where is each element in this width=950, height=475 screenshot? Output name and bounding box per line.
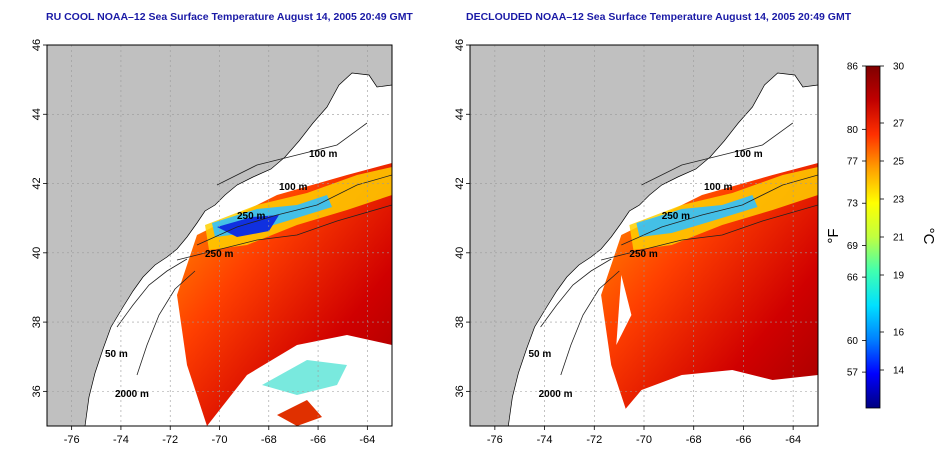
lat-tick-label: 42 xyxy=(454,177,466,189)
lat-tick-label: 36 xyxy=(31,385,43,397)
celsius-axis-label: °C xyxy=(920,228,937,245)
bathymetry-contour xyxy=(540,258,612,328)
celsius-tick-label: 19 xyxy=(893,271,905,282)
celsius-tick-label: 27 xyxy=(893,119,905,130)
contour-label: 2000 m xyxy=(539,389,573,400)
bathymetry-contour xyxy=(560,270,620,376)
cloud-mask xyxy=(611,370,818,426)
lon-tick-label: -64 xyxy=(785,434,801,446)
lat-tick-label: 38 xyxy=(454,316,466,328)
fahrenheit-tick-label: 60 xyxy=(847,336,859,347)
lat-tick-label: 46 xyxy=(31,39,43,51)
lon-tick-label: -68 xyxy=(686,434,702,446)
celsius-tick-label: 23 xyxy=(893,195,905,206)
lon-tick-label: -72 xyxy=(162,434,178,446)
celsius-tick-label: 14 xyxy=(893,366,905,377)
lon-tick-label: -76 xyxy=(487,434,503,446)
bathymetry-contour xyxy=(601,204,818,261)
lat-tick-label: 40 xyxy=(454,247,466,259)
contour-label: 50 m xyxy=(105,349,128,360)
lon-tick-label: -74 xyxy=(537,434,553,446)
fahrenheit-tick-label: 73 xyxy=(847,199,859,210)
fahrenheit-tick-label: 80 xyxy=(847,125,859,136)
cold-shelf-water xyxy=(636,195,758,237)
lat-tick-label: 46 xyxy=(454,39,466,51)
lat-tick-label: 36 xyxy=(454,385,466,397)
lat-tick-label: 44 xyxy=(31,108,43,120)
map-panel-1: 100 m 100 m 250 m 250 m 50 m 2000 m xyxy=(470,45,818,426)
celsius-tick-label: 30 xyxy=(893,62,905,73)
contour-label: 2000 m xyxy=(115,389,149,400)
cloud-edge xyxy=(262,360,347,395)
bathymetry-contour xyxy=(216,122,368,186)
lon-tick-label: -68 xyxy=(261,434,277,446)
contour-label: 250 m xyxy=(237,211,265,222)
lon-tick-label: -70 xyxy=(636,434,652,446)
bathymetry-contour xyxy=(621,174,818,246)
contour-label: 250 m xyxy=(629,249,657,260)
celsius-tick-label: 16 xyxy=(893,328,905,339)
contour-label: 100 m xyxy=(704,182,732,193)
contour-label: 100 m xyxy=(309,149,337,160)
contour-label: 250 m xyxy=(662,211,690,222)
lat-tick-label: 42 xyxy=(31,177,43,189)
fahrenheit-tick-label: 69 xyxy=(847,241,859,252)
bathymetry-contour xyxy=(136,270,196,376)
lon-tick-label: -72 xyxy=(586,434,602,446)
celsius-tick-label: 21 xyxy=(893,233,905,244)
colorbar xyxy=(865,65,881,409)
bathymetry-contour xyxy=(116,258,188,328)
map-panel-0: 100 m 100 m 250 m 250 m 50 m 2000 m xyxy=(47,45,392,426)
fahrenheit-tick-label: 57 xyxy=(847,368,859,379)
land-mass xyxy=(470,45,818,426)
lon-tick-label: -66 xyxy=(310,434,326,446)
land-mass xyxy=(47,45,392,426)
fahrenheit-tick-label: 77 xyxy=(847,157,859,168)
bathymetry-contour xyxy=(641,122,794,186)
lat-tick-label: 38 xyxy=(31,316,43,328)
left-map-title: RU COOL NOAA–12 Sea Surface Temperature … xyxy=(46,11,413,23)
celsius-tick-label: 25 xyxy=(893,157,905,168)
coldest-water xyxy=(217,215,279,237)
contour-label: 100 m xyxy=(279,182,307,193)
lat-tick-label: 44 xyxy=(454,108,466,120)
lon-tick-label: -64 xyxy=(359,434,375,446)
lon-tick-label: -76 xyxy=(64,434,80,446)
contour-label: 50 m xyxy=(529,349,552,360)
lat-tick-label: 40 xyxy=(31,247,43,259)
fahrenheit-tick-label: 86 xyxy=(847,62,859,73)
contour-label: 250 m xyxy=(205,249,233,260)
lon-tick-label: -66 xyxy=(735,434,751,446)
bathymetry-contour xyxy=(176,204,392,261)
cloud-gap xyxy=(277,400,322,426)
lon-tick-label: -74 xyxy=(113,434,129,446)
fahrenheit-tick-label: 66 xyxy=(847,273,859,284)
right-map-title: DECLOUDED NOAA–12 Sea Surface Temperatur… xyxy=(466,11,852,23)
fahrenheit-axis-label: °F xyxy=(825,228,842,243)
contour-label: 100 m xyxy=(734,149,762,160)
lon-tick-label: -70 xyxy=(212,434,228,446)
